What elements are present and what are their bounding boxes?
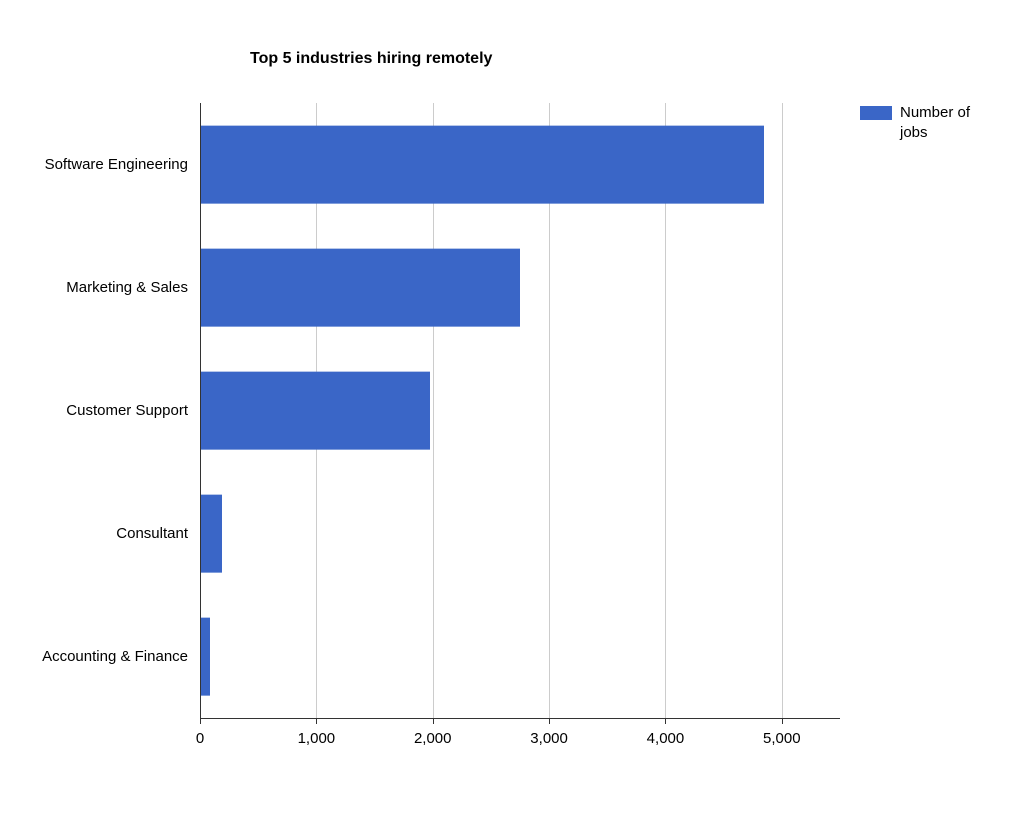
x-tick-mark bbox=[316, 718, 317, 724]
bar-track bbox=[200, 226, 840, 349]
bar-track bbox=[200, 472, 840, 595]
chart-title: Top 5 industries hiring remotely bbox=[250, 50, 1000, 68]
x-tick-label: 2,000 bbox=[414, 730, 452, 747]
x-tick-label: 3,000 bbox=[530, 730, 568, 747]
bar bbox=[200, 125, 764, 204]
bar-row: Accounting & Finance bbox=[40, 595, 840, 718]
y-axis-label: Accounting & Finance bbox=[40, 648, 200, 665]
y-axis-label: Consultant bbox=[40, 525, 200, 542]
plot-wrap: Software Engineering Marketing & Sales Cus… bbox=[40, 103, 840, 754]
x-axis-ticks: 0 1,000 2,000 3,000 4,000 5,000 bbox=[40, 730, 840, 754]
bar-row: Software Engineering bbox=[40, 103, 840, 226]
x-tick-mark bbox=[549, 718, 550, 724]
x-tick-mark bbox=[200, 718, 201, 724]
x-tick-label: 1,000 bbox=[298, 730, 336, 747]
legend-label: Number of jobs bbox=[900, 103, 990, 142]
y-axis-line bbox=[200, 103, 201, 718]
legend: Number of jobs bbox=[860, 103, 990, 142]
bar-track bbox=[200, 595, 840, 718]
bar bbox=[200, 248, 520, 327]
chart-container: Top 5 industries hiring remotely Softwar… bbox=[40, 50, 1000, 754]
x-axis-line bbox=[200, 718, 840, 719]
bar-row: Consultant bbox=[40, 472, 840, 595]
y-axis-label: Customer Support bbox=[40, 402, 200, 419]
bar-row: Customer Support bbox=[40, 349, 840, 472]
bar-track bbox=[200, 349, 840, 472]
x-tick-label: 0 bbox=[196, 730, 204, 747]
y-axis-label: Software Engineering bbox=[40, 156, 200, 173]
x-tick-label: 5,000 bbox=[763, 730, 801, 747]
bar-track bbox=[200, 103, 840, 226]
x-tick-label: 4,000 bbox=[647, 730, 685, 747]
x-tick-mark bbox=[433, 718, 434, 724]
bar bbox=[200, 617, 210, 696]
x-tick-mark bbox=[782, 718, 783, 724]
x-tick-mark bbox=[665, 718, 666, 724]
chart-body: Software Engineering Marketing & Sales Cus… bbox=[40, 103, 1000, 754]
bar-row: Marketing & Sales bbox=[40, 226, 840, 349]
y-axis-label: Marketing & Sales bbox=[40, 279, 200, 296]
bar bbox=[200, 371, 430, 450]
plot-area: Software Engineering Marketing & Sales Cus… bbox=[40, 103, 840, 718]
legend-swatch bbox=[860, 106, 892, 120]
bar bbox=[200, 494, 222, 573]
